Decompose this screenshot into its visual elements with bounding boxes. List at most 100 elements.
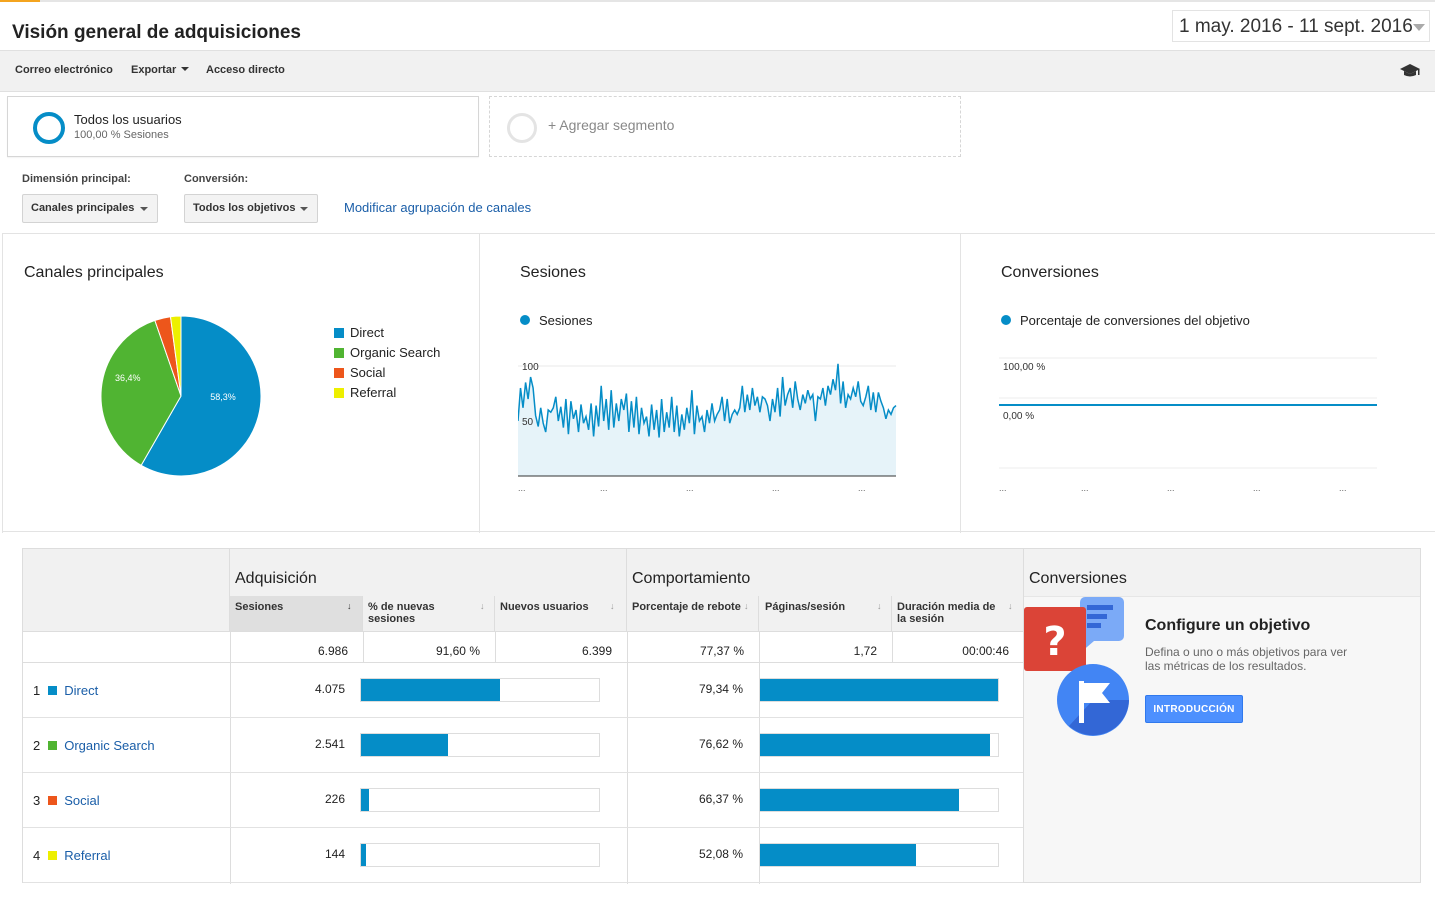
legend-organic[interactable]: Organic Search (334, 345, 440, 360)
col-avg-duration[interactable]: Duración media de la sesión (897, 601, 996, 625)
divider (363, 631, 364, 663)
caret-down-icon (300, 207, 308, 211)
row-bounce: 52,08 % (698, 847, 743, 861)
bounce-bar (759, 733, 999, 757)
conversions-chart: 100,00 % 0,00 %............... (999, 357, 1377, 493)
total-sessions: 6.986 (317, 644, 348, 658)
x-tick-label: ... (600, 483, 608, 493)
col-pages-session[interactable]: Páginas/sesión (765, 601, 846, 613)
export-label: Exportar (131, 64, 177, 76)
caret-down-icon (181, 67, 190, 71)
pie-label-organic: 36,4% (115, 373, 141, 383)
legend-referral[interactable]: Referral (334, 385, 396, 400)
sessions-bar-fill (361, 734, 448, 756)
shortcut-button[interactable]: Acceso directo (206, 64, 285, 76)
email-button[interactable]: Correo electrónico (15, 64, 113, 76)
y-tick-50: 50 (522, 417, 534, 428)
pie-slice-direct[interactable] (140, 315, 262, 477)
sort-icon[interactable]: ↓ (744, 601, 749, 611)
dimension-dropdown[interactable]: Canales principales (22, 194, 158, 223)
goal-description: Defina o uno o más objetivos para ver la… (1145, 645, 1348, 673)
table-corner (23, 549, 230, 631)
row-label: 3 Social (33, 793, 100, 808)
col-sessions[interactable]: Sesiones (235, 601, 284, 613)
sessions-bar-fill (361, 844, 366, 866)
chevron-down-icon (1413, 24, 1425, 31)
divider (892, 631, 893, 663)
table-row: 2 Organic Search 2.541 76,62 % (23, 718, 1025, 773)
row-sessions: 4.075 (314, 682, 345, 696)
group-acquisition-title: Adquisición (235, 570, 317, 587)
conversions-legend[interactable]: Porcentaje de conversiones del objetivo (1001, 313, 1250, 328)
column-header-cell (759, 596, 892, 631)
segment-all-users[interactable]: Todos los usuarios 100,00 % Sesiones (7, 96, 479, 157)
add-segment-label: + Agregar segmento (548, 117, 675, 133)
bounce-bar-fill (760, 789, 960, 811)
sort-icon[interactable]: ↓ (480, 601, 485, 611)
x-tick-label: ... (1167, 483, 1175, 493)
row-index: 3 (33, 793, 41, 808)
total-new-users: 6.399 (581, 644, 612, 658)
channels-table: Adquisición Comportamiento Sesiones ↓ % … (22, 548, 1025, 884)
conversion-dropdown[interactable]: Todos los objetivos (184, 194, 318, 223)
empty-ring-icon (507, 113, 537, 143)
sessions-bar (360, 678, 600, 702)
bounce-bar-fill (760, 844, 917, 866)
row-channel-link[interactable]: Direct (64, 683, 99, 698)
x-tick-label: ... (686, 483, 694, 493)
col-new-users[interactable]: Nuevos usuarios (500, 601, 589, 613)
legend-swatch (334, 368, 344, 378)
row-index: 1 (33, 683, 41, 698)
row-bounce: 79,34 % (698, 682, 743, 696)
conversions-panel: Conversiones Porcentaje de conversiones … (961, 234, 1435, 533)
row-channel-link[interactable]: Referral (64, 848, 111, 863)
page-title: Visión general de adquisiciones (12, 22, 301, 43)
bounce-bar-fill (760, 734, 990, 756)
add-segment-button[interactable]: + Agregar segmento (489, 96, 961, 157)
row-channel-link[interactable]: Social (64, 793, 100, 808)
row-bounce: 66,37 % (698, 792, 743, 806)
x-tick-label: ... (999, 483, 1007, 493)
row-swatch (48, 686, 58, 695)
pie-slice-referral[interactable] (169, 315, 182, 397)
col-new-sessions[interactable]: % de nuevas sesiones (368, 601, 435, 625)
row-channel-link[interactable]: Organic Search (64, 738, 155, 753)
divider (230, 631, 231, 884)
goal-intro-button[interactable]: INTRODUCCIÓN (1145, 695, 1243, 723)
modify-channel-grouping-link[interactable]: Modificar agrupación de canales (344, 200, 532, 215)
sort-icon[interactable]: ↓ (877, 601, 882, 611)
date-range-picker[interactable]: 1 may. 2016 - 11 sept. 2016 (1172, 10, 1430, 42)
sorted-column-bg (230, 596, 363, 631)
legend-swatch (334, 388, 344, 398)
row-bounce: 76,62 % (698, 737, 743, 751)
total-pages: 1,72 (853, 644, 877, 658)
sort-desc-icon[interactable]: ↓ (347, 601, 352, 611)
legend-social[interactable]: Social (334, 365, 385, 380)
sort-icon[interactable]: ↓ (1008, 601, 1013, 611)
goal-illustration-icon: ? (1024, 597, 1129, 736)
sessions-chart: 100 50............... (518, 362, 897, 493)
sessions-line[interactable] (518, 363, 897, 438)
row-swatch (48, 741, 58, 750)
row-index: 4 (33, 848, 41, 863)
legend-direct[interactable]: Direct (334, 325, 384, 340)
column-header-cell (363, 596, 495, 631)
y-tick-100: 100,00 % (1003, 362, 1045, 373)
goal-setup-body: ? Configure un objetivo Defina o uno o m… (1024, 596, 1420, 882)
legend-label: Referral (350, 385, 397, 400)
dimension-value: Canales principales (31, 202, 135, 214)
col-bounce[interactable]: Porcentaje de rebote (632, 601, 741, 613)
export-button[interactable]: Exportar (131, 64, 190, 76)
sessions-bar-fill (361, 679, 500, 701)
sessions-panel: Sesiones Sesiones 100 50............... (480, 234, 961, 533)
column-header-cell (495, 596, 627, 631)
sort-icon[interactable]: ↓ (610, 601, 615, 611)
conversions-legend-label: Porcentaje de conversiones del objetivo (1020, 313, 1250, 328)
sessions-legend-label: Sesiones (539, 313, 593, 328)
graduation-cap-icon[interactable] (1399, 63, 1421, 79)
sessions-legend[interactable]: Sesiones (520, 313, 592, 328)
pie-slice-organic-search[interactable] (100, 319, 182, 467)
legend-label: Direct (350, 325, 384, 340)
legend-label: Organic Search (350, 345, 441, 360)
x-tick-label: ... (1339, 483, 1347, 493)
